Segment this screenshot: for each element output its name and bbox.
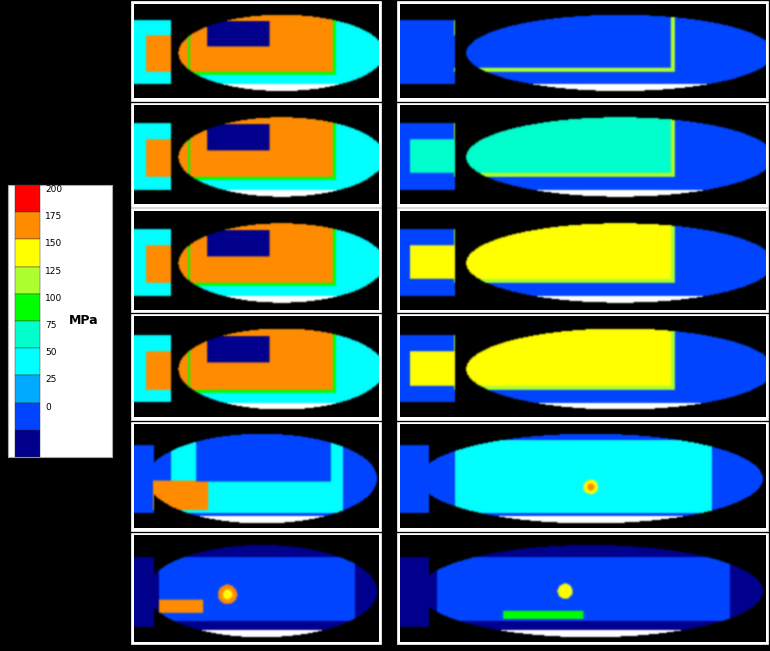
Bar	[15, 185, 40, 212]
Text: 200: 200	[45, 185, 62, 194]
Text: 75: 75	[45, 321, 57, 330]
Bar	[131, 103, 381, 207]
Bar	[131, 314, 381, 420]
Text: 175: 175	[45, 212, 62, 221]
Text: 25: 25	[45, 376, 57, 384]
Bar	[8, 185, 112, 457]
Bar	[397, 314, 768, 420]
Bar	[15, 266, 40, 294]
Bar	[397, 208, 768, 312]
Bar	[397, 533, 768, 644]
Text: 100: 100	[45, 294, 62, 303]
Bar	[131, 422, 381, 531]
Bar	[397, 1, 768, 101]
Text: 125: 125	[45, 266, 62, 275]
Bar	[15, 402, 40, 430]
Text: 150: 150	[45, 240, 62, 248]
Bar	[131, 1, 381, 101]
Bar	[15, 348, 40, 376]
Bar	[15, 240, 40, 266]
Bar	[15, 212, 40, 240]
Text: 50: 50	[45, 348, 57, 357]
Bar	[131, 533, 381, 644]
Bar	[15, 430, 40, 457]
Bar	[15, 321, 40, 348]
Bar	[131, 208, 381, 312]
Bar	[397, 103, 768, 207]
Bar	[397, 422, 768, 531]
Text: MPa: MPa	[69, 314, 98, 327]
Text: 0: 0	[45, 402, 51, 411]
Bar	[15, 294, 40, 321]
Bar	[15, 376, 40, 402]
